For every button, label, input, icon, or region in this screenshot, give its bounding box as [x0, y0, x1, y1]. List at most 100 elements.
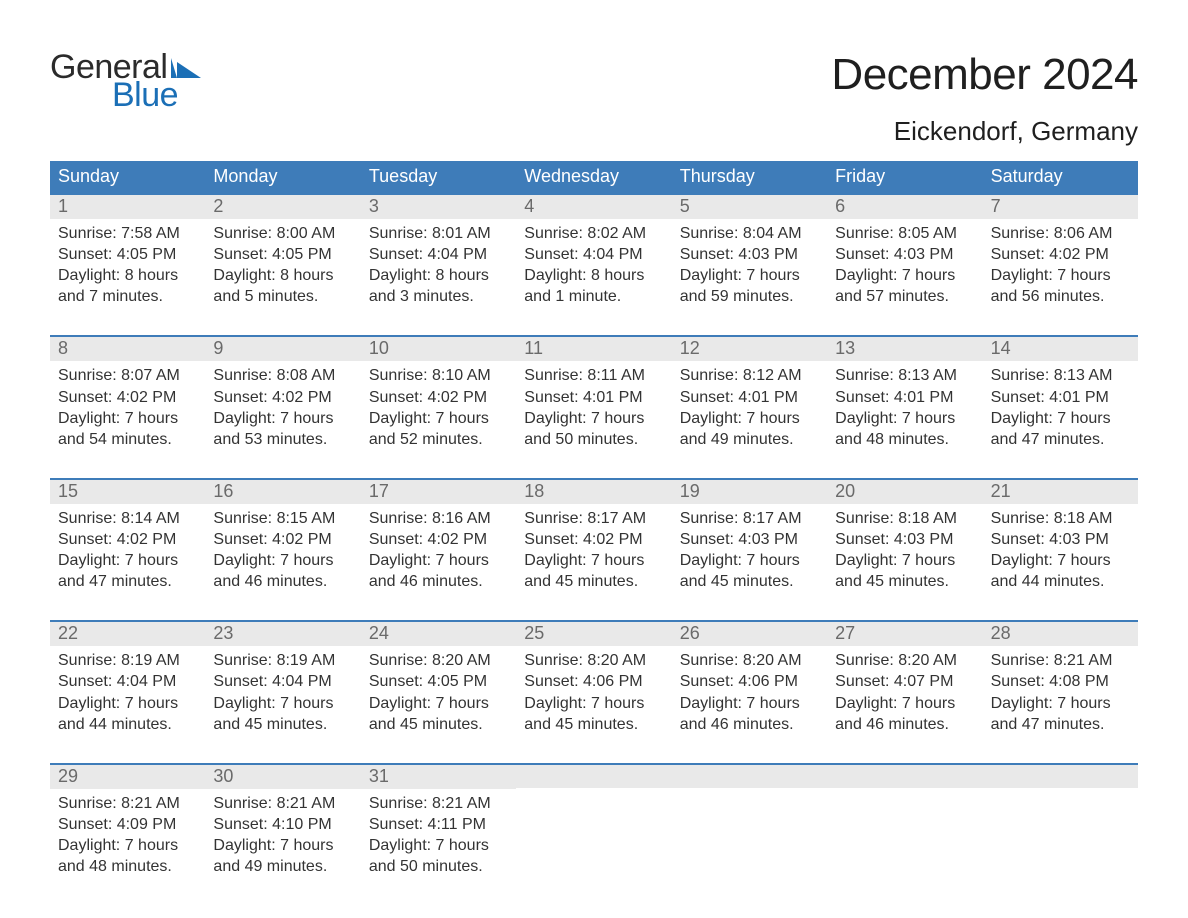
day-number: 7 [983, 195, 1138, 219]
day-details: Sunrise: 8:20 AMSunset: 4:05 PMDaylight:… [361, 646, 516, 740]
calendar-cell: 8Sunrise: 8:07 AMSunset: 4:02 PMDaylight… [50, 337, 205, 455]
header: General Blue December 2024 [50, 50, 1138, 112]
calendar-cell: 19Sunrise: 8:17 AMSunset: 4:03 PMDayligh… [672, 480, 827, 598]
day-number: 14 [983, 337, 1138, 361]
day-number [983, 765, 1138, 788]
day-sunset: Sunset: 4:04 PM [58, 671, 197, 692]
day-d1: Daylight: 8 hours [524, 265, 663, 286]
dayname-sunday: Sunday [50, 161, 205, 193]
day-d2: and 46 minutes. [213, 571, 352, 592]
calendar-cell: 14Sunrise: 8:13 AMSunset: 4:01 PMDayligh… [983, 337, 1138, 455]
day-d2: and 52 minutes. [369, 429, 508, 450]
day-number: 8 [50, 337, 205, 361]
day-d1: Daylight: 7 hours [991, 265, 1130, 286]
day-sunrise: Sunrise: 8:16 AM [369, 508, 508, 529]
day-number: 22 [50, 622, 205, 646]
calendar-cell: 11Sunrise: 8:11 AMSunset: 4:01 PMDayligh… [516, 337, 671, 455]
day-details: Sunrise: 8:21 AMSunset: 4:11 PMDaylight:… [361, 789, 516, 883]
day-d2: and 50 minutes. [369, 856, 508, 877]
day-details: Sunrise: 8:16 AMSunset: 4:02 PMDaylight:… [361, 504, 516, 598]
day-d1: Daylight: 7 hours [835, 265, 974, 286]
day-number: 27 [827, 622, 982, 646]
day-number: 24 [361, 622, 516, 646]
day-sunset: Sunset: 4:03 PM [680, 529, 819, 550]
day-number: 20 [827, 480, 982, 504]
day-sunset: Sunset: 4:11 PM [369, 814, 508, 835]
day-sunrise: Sunrise: 8:01 AM [369, 223, 508, 244]
day-sunrise: Sunrise: 8:20 AM [680, 650, 819, 671]
day-d1: Daylight: 8 hours [58, 265, 197, 286]
calendar-cell [672, 765, 827, 883]
day-d1: Daylight: 7 hours [835, 693, 974, 714]
day-number [672, 765, 827, 788]
day-number: 19 [672, 480, 827, 504]
day-d2: and 45 minutes. [213, 714, 352, 735]
day-number: 12 [672, 337, 827, 361]
week-row: 1Sunrise: 7:58 AMSunset: 4:05 PMDaylight… [50, 193, 1138, 313]
day-sunrise: Sunrise: 8:17 AM [524, 508, 663, 529]
day-d1: Daylight: 7 hours [991, 693, 1130, 714]
day-number: 31 [361, 765, 516, 789]
brand-line2: Blue [50, 78, 201, 112]
day-d1: Daylight: 7 hours [524, 408, 663, 429]
day-details: Sunrise: 8:20 AMSunset: 4:07 PMDaylight:… [827, 646, 982, 740]
day-d1: Daylight: 7 hours [524, 693, 663, 714]
day-details: Sunrise: 8:00 AMSunset: 4:05 PMDaylight:… [205, 219, 360, 313]
calendar-cell [827, 765, 982, 883]
day-sunset: Sunset: 4:08 PM [991, 671, 1130, 692]
calendar-cell: 22 Sunrise: 8:19 AMSunset: 4:04 PMDayligh… [50, 622, 205, 740]
day-d1: Daylight: 7 hours [835, 408, 974, 429]
day-details: Sunrise: 7:58 AMSunset: 4:05 PMDaylight:… [50, 219, 205, 313]
dayname-row: Sunday Monday Tuesday Wednesday Thursday… [50, 161, 1138, 193]
day-sunrise: Sunrise: 8:20 AM [835, 650, 974, 671]
brand-logo: General Blue [50, 50, 201, 112]
day-number: 2 [205, 195, 360, 219]
day-d1: Daylight: 7 hours [213, 550, 352, 571]
day-d2: and 45 minutes. [524, 571, 663, 592]
day-d2: and 46 minutes. [369, 571, 508, 592]
day-sunrise: Sunrise: 8:19 AM [58, 650, 197, 671]
day-d2: and 46 minutes. [680, 714, 819, 735]
day-details: Sunrise: 8:19 AMSunset: 4:04 PMDaylight:… [205, 646, 360, 740]
day-d1: Daylight: 7 hours [369, 835, 508, 856]
calendar: Sunday Monday Tuesday Wednesday Thursday… [50, 161, 1138, 883]
day-sunset: Sunset: 4:04 PM [369, 244, 508, 265]
day-sunset: Sunset: 4:03 PM [680, 244, 819, 265]
day-d2: and 56 minutes. [991, 286, 1130, 307]
day-d2: and 47 minutes. [991, 714, 1130, 735]
calendar-cell: 17Sunrise: 8:16 AMSunset: 4:02 PMDayligh… [361, 480, 516, 598]
day-d2: and 47 minutes. [991, 429, 1130, 450]
day-sunrise: Sunrise: 8:08 AM [213, 365, 352, 386]
day-number: 9 [205, 337, 360, 361]
calendar-cell: 3Sunrise: 8:01 AMSunset: 4:04 PMDaylight… [361, 195, 516, 313]
day-details: Sunrise: 8:20 AMSunset: 4:06 PMDaylight:… [672, 646, 827, 740]
day-d1: Daylight: 7 hours [58, 693, 197, 714]
day-sunset: Sunset: 4:10 PM [213, 814, 352, 835]
calendar-cell: 10Sunrise: 8:10 AMSunset: 4:02 PMDayligh… [361, 337, 516, 455]
day-sunrise: Sunrise: 8:15 AM [213, 508, 352, 529]
day-d2: and 5 minutes. [213, 286, 352, 307]
day-number: 17 [361, 480, 516, 504]
day-d2: and 45 minutes. [524, 714, 663, 735]
day-sunrise: Sunrise: 8:18 AM [835, 508, 974, 529]
day-sunset: Sunset: 4:05 PM [58, 244, 197, 265]
week-row: 8Sunrise: 8:07 AMSunset: 4:02 PMDaylight… [50, 335, 1138, 455]
day-d2: and 1 minute. [524, 286, 663, 307]
day-d2: and 45 minutes. [369, 714, 508, 735]
dayname-thursday: Thursday [672, 161, 827, 193]
calendar-cell: 27Sunrise: 8:20 AMSunset: 4:07 PMDayligh… [827, 622, 982, 740]
day-details: Sunrise: 8:12 AMSunset: 4:01 PMDaylight:… [672, 361, 827, 455]
day-sunrise: Sunrise: 8:10 AM [369, 365, 508, 386]
calendar-cell: 16Sunrise: 8:15 AMSunset: 4:02 PMDayligh… [205, 480, 360, 598]
day-sunrise: Sunrise: 8:06 AM [991, 223, 1130, 244]
day-details: Sunrise: 8:18 AMSunset: 4:03 PMDaylight:… [827, 504, 982, 598]
dayname-monday: Monday [205, 161, 360, 193]
day-number: 16 [205, 480, 360, 504]
calendar-cell: 24Sunrise: 8:20 AMSunset: 4:05 PMDayligh… [361, 622, 516, 740]
day-sunrise: Sunrise: 8:20 AM [369, 650, 508, 671]
calendar-cell: 7Sunrise: 8:06 AMSunset: 4:02 PMDaylight… [983, 195, 1138, 313]
day-number [827, 765, 982, 788]
day-details: Sunrise: 8:05 AMSunset: 4:03 PMDaylight:… [827, 219, 982, 313]
day-sunset: Sunset: 4:02 PM [213, 387, 352, 408]
day-number: 5 [672, 195, 827, 219]
